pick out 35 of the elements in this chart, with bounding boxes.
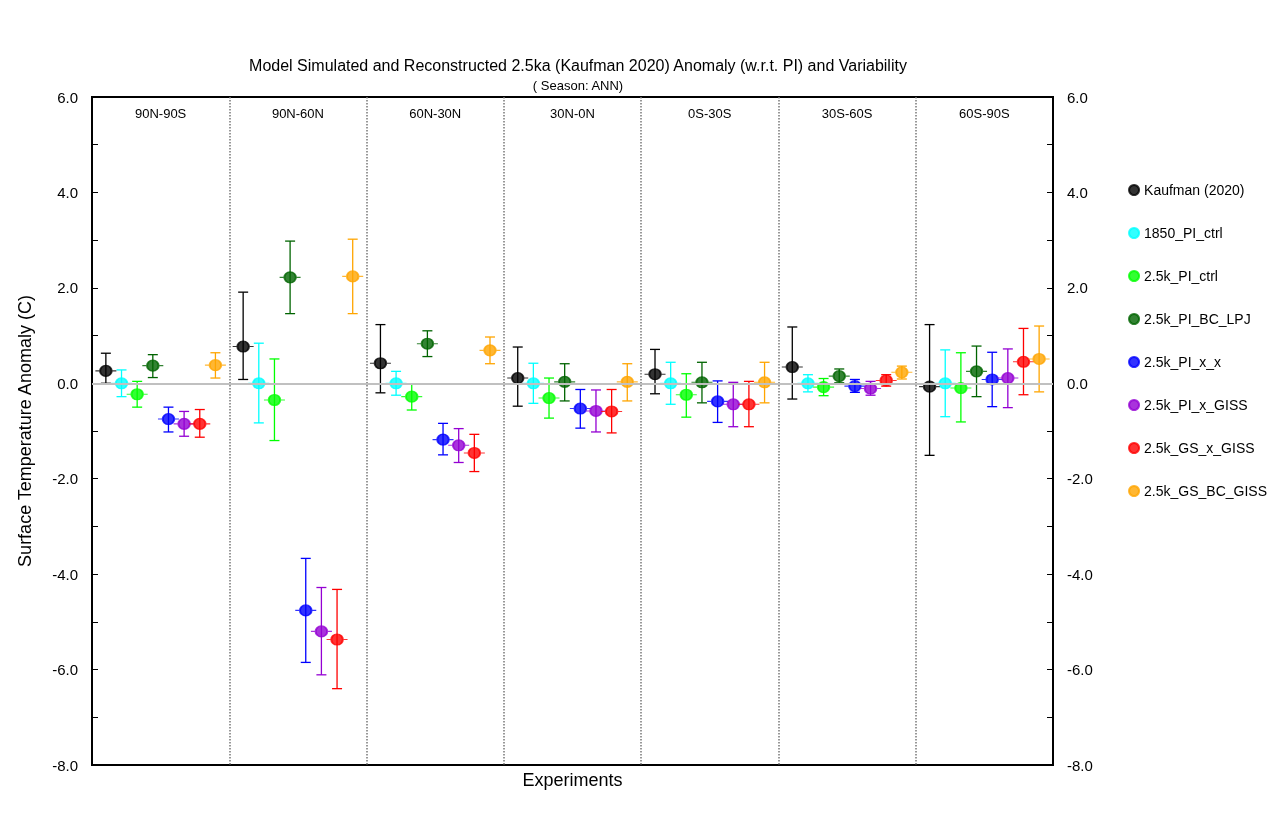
legend-label: 2.5k_PI_BC_LPJ [1144, 311, 1251, 327]
y-tick-label: -6.0 [52, 661, 78, 679]
legend-label: 1850_PI_ctrl [1144, 225, 1223, 241]
x-tick-label: 90N-90S [134, 106, 187, 121]
y2-tick-label: 6.0 [1067, 88, 1088, 106]
y-tick-label: 6.0 [57, 88, 78, 106]
chart-subtitle: ( Season: ANN) [532, 78, 624, 93]
y2-tick-label: 2.0 [1067, 279, 1088, 297]
x-tick-label: 30N-0N [550, 106, 595, 121]
y2-tick-label: -6.0 [1067, 661, 1093, 679]
x-tick-label: 90N-60N [271, 106, 324, 121]
y-axis-title: Surface Temperature Anomaly (C) [15, 295, 35, 567]
legend-label: 2.5k_GS_BC_GISS [1144, 483, 1267, 499]
y-tick-label: 2.0 [57, 279, 78, 297]
y2-tick-label: -8.0 [1067, 756, 1093, 774]
x-tick-label: 0S-30S [688, 106, 732, 121]
y-tick-label: 4.0 [57, 183, 78, 201]
y-tick-label: -4.0 [52, 565, 78, 583]
x-tick-label: 30S-60S [821, 106, 873, 121]
legend-label: 2.5k_PI_x_GISS [1144, 397, 1248, 413]
x-tick-label: 60N-30N [409, 106, 462, 121]
y-tick-label: -2.0 [52, 470, 78, 488]
y2-tick-label: 4.0 [1067, 183, 1088, 201]
legend-label: 2.5k_PI_ctrl [1144, 268, 1218, 284]
y2-tick-label: -4.0 [1067, 565, 1093, 583]
y2-tick-label: 0.0 [1067, 374, 1088, 392]
legend-label: Kaufman (2020) [1144, 182, 1245, 198]
chart-title: Model Simulated and Reconstructed 2.5ka (Kaufman 2020) Anomaly (w.r.t. PI) and Variability [249, 56, 907, 74]
y-tick-label: 0.0 [57, 374, 78, 392]
y2-tick-label: -2.0 [1067, 470, 1093, 488]
legend-label: 2.5k_PI_x_x [1144, 354, 1222, 370]
legend-label: 2.5k_GS_x_GISS [1144, 440, 1255, 456]
x-axis-title: Experiments [522, 770, 623, 790]
x-tick-label: 60S-90S [959, 106, 1010, 121]
y-tick-label: -8.0 [52, 756, 78, 774]
